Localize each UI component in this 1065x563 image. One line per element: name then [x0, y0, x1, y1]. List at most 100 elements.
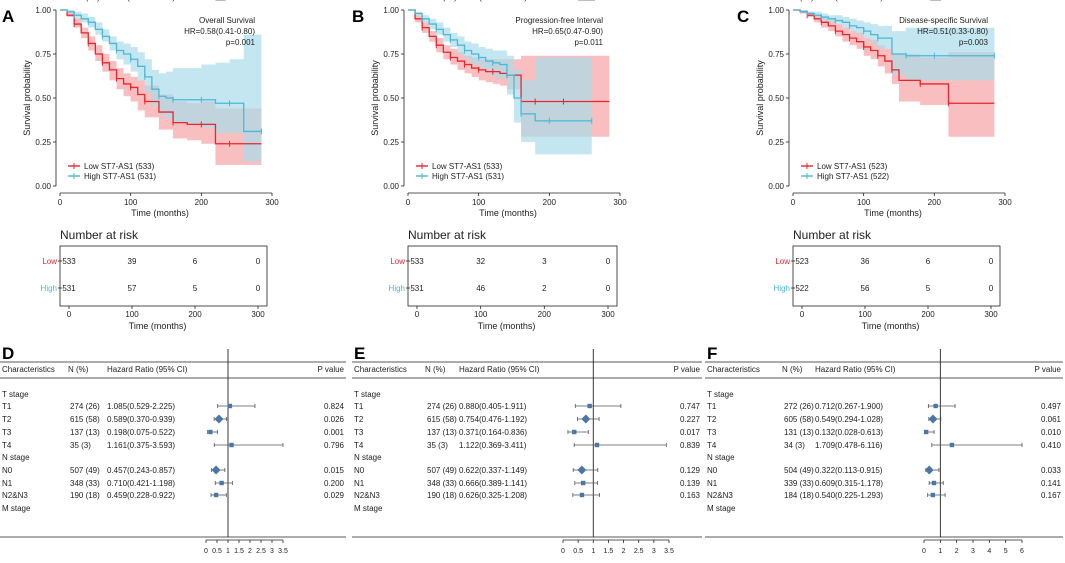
hr-point-marker [949, 442, 955, 448]
hr-point-marker [214, 414, 224, 424]
col-header-n: N (%) [782, 365, 803, 374]
y-tick-label: 0.00 [768, 182, 784, 191]
risk-x-tick-label: 300 [251, 310, 265, 319]
row-p-value: 0.163 [680, 491, 701, 500]
row-n-value: 615 (58) [427, 415, 457, 424]
y-axis-label: Survival probability [22, 60, 32, 136]
risk-count: 533 [62, 257, 76, 266]
hr-point-marker [572, 429, 577, 435]
row-p-value: 0.129 [680, 466, 701, 475]
col-header-hr: Hazard Ratio (95% CI) [815, 365, 896, 374]
row-hr-value: 0.322(0.113-0.915) [815, 466, 883, 475]
forest-x-tick-label: 0 [204, 548, 208, 555]
panel-letter: D [2, 344, 14, 363]
hr-point-marker [923, 429, 929, 435]
col-header-hr: Hazard Ratio (95% CI) [459, 365, 540, 374]
risk-row-label-low: Low [390, 257, 405, 266]
risk-count: 0 [256, 284, 261, 293]
row-label: T3 [2, 428, 12, 437]
col-header-p: P value [317, 365, 344, 374]
row-n-value: 190 (18) [427, 491, 457, 500]
y-tick-label: 0.75 [35, 50, 51, 59]
row-label: T2 [2, 415, 12, 424]
row-label: M0 [354, 0, 366, 2]
x-tick-label: 300 [265, 198, 279, 207]
row-p-value: 0.824 [324, 402, 345, 411]
row-n-value: 274 (26) [70, 402, 100, 411]
col-header-hr: Hazard Ratio (95% CI) [107, 365, 188, 374]
risk-row-label-high: High [389, 284, 405, 293]
forest-x-tick-label: 0 [922, 548, 926, 555]
x-tick-label: 0 [406, 198, 411, 207]
y-tick-label: 0.00 [383, 182, 399, 191]
y-tick-label: 1.00 [383, 6, 399, 15]
row-n-value: 605 (58) [784, 415, 814, 424]
p-value-text: p=0.003 [959, 38, 989, 47]
row-p-value: 0.073 [1041, 0, 1062, 2]
x-tick-label: 0 [58, 198, 63, 207]
x-tick-label: 300 [998, 198, 1012, 207]
row-n-value: 274 (26) [427, 402, 457, 411]
col-header-characteristics: Characteristics [707, 365, 760, 374]
forest-x-tick-label: 6 [1020, 548, 1024, 555]
risk-table-box [792, 245, 1001, 307]
col-header-p: P value [1034, 365, 1061, 374]
hazard-ratio-text: HR=0.58(0.41-0.80) [184, 27, 255, 36]
x-axis-label: Time (months) [479, 208, 537, 218]
risk-count: 0 [606, 257, 611, 266]
row-hr-value: 0.712(0.267-1.900) [815, 402, 883, 411]
chart-title: Progression-free Interval [515, 16, 603, 25]
risk-count: 523 [795, 257, 809, 266]
panel-letter: C [737, 7, 749, 26]
section-label: T stage [707, 390, 734, 399]
y-axis-label: Survival probability [370, 60, 380, 136]
x-tick-label: 0 [791, 198, 796, 207]
forest-x-tick-label: 3 [971, 548, 975, 555]
row-p-value: 0.796 [324, 441, 345, 450]
row-n-value: 272 (26) [784, 402, 814, 411]
row-n-value: 34 (3) [784, 441, 805, 450]
row-n-value: 889 (98) [427, 0, 457, 2]
risk-x-axis-label: Time (months) [478, 321, 536, 331]
row-hr-value: 0.622(0.337-1.149) [459, 466, 527, 475]
section-label: N stage [707, 453, 735, 462]
hr-point-marker [581, 414, 591, 424]
row-label: N1 [2, 479, 13, 488]
row-hr-value: 1.709(0.478-6.116) [815, 441, 883, 450]
risk-row-label-low: Low [42, 257, 57, 266]
hr-point-marker [579, 492, 585, 498]
risk-x-tick-label: 0 [415, 310, 420, 319]
risk-x-tick-label: 300 [984, 310, 998, 319]
legend-label-low: Low ST7-AS1 (533) [84, 162, 155, 171]
hazard-ratio-text: HR=0.51(0.33-0.80) [917, 27, 988, 36]
row-p-value: 0.167 [1041, 491, 1062, 500]
section-label: N stage [354, 453, 382, 462]
risk-x-tick-label: 300 [601, 310, 615, 319]
x-tick-label: 100 [124, 198, 138, 207]
y-tick-label: 0.50 [383, 94, 399, 103]
risk-count: 522 [795, 284, 809, 293]
forest-x-tick-label: 4 [987, 548, 991, 555]
y-tick-label: 0.25 [35, 138, 51, 147]
hr-point-marker [930, 492, 936, 498]
x-tick-label: 200 [195, 198, 209, 207]
row-hr-value: 0.198(0.075-0.522) [107, 428, 175, 437]
hr-point-marker [213, 492, 219, 498]
row-p-value: 0.747 [680, 402, 701, 411]
hr-point-marker [587, 403, 592, 409]
row-label: N0 [2, 466, 13, 475]
row-n-value: 137 (13) [70, 428, 100, 437]
row-p-value: 0.029 [324, 491, 345, 500]
forest-x-tick-label: 5 [1004, 548, 1008, 555]
row-p-value: 0.200 [324, 479, 345, 488]
risk-count: 6 [926, 257, 931, 266]
row-n-value: 504 (49) [784, 466, 814, 475]
risk-count: 0 [989, 257, 994, 266]
row-label: T4 [354, 441, 364, 450]
risk-count: 46 [476, 284, 485, 293]
risk-count: 2 [542, 284, 547, 293]
row-n-value: 190 (18) [70, 491, 100, 500]
row-n-value: 507 (49) [427, 466, 457, 475]
forest-panel-f: F Characteristics N (%) Hazard Ratio (95% C… [705, 0, 1063, 555]
